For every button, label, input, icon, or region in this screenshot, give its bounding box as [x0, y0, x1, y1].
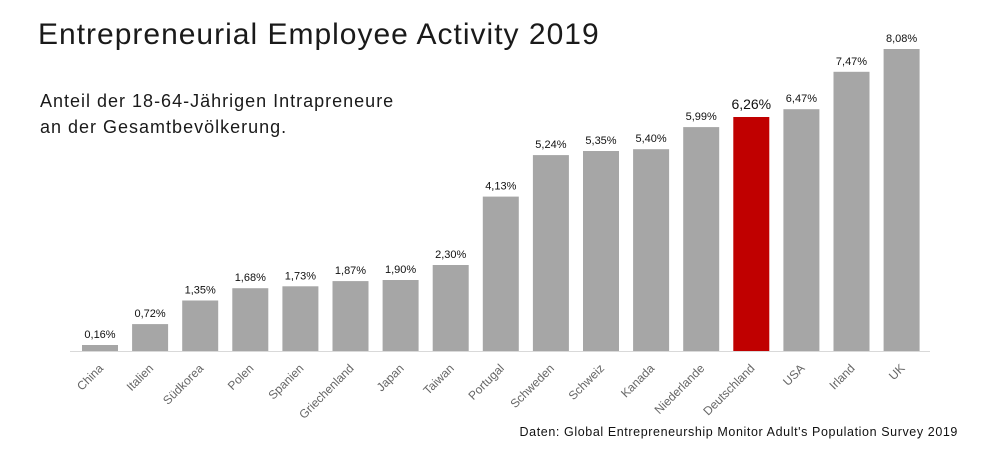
- value-label-irland: 7,47%: [836, 56, 867, 68]
- bar-s-dkorea: [182, 300, 219, 351]
- category-label-usa: USA: [780, 361, 807, 388]
- category-label-italien: Italien: [124, 361, 157, 394]
- bar-deutschland: [733, 117, 770, 351]
- value-label-portugal: 4,13%: [485, 181, 516, 193]
- source-note: Daten: Global Entrepreneurship Monitor A…: [519, 425, 958, 439]
- category-label-portugal: Portugal: [465, 361, 507, 403]
- bar-uk: [883, 49, 920, 351]
- bar-schweiz: [583, 151, 619, 351]
- value-label-polen: 1,68%: [235, 272, 266, 284]
- value-label-s-dkorea: 1,35%: [185, 285, 216, 297]
- value-label-griechenland: 1,87%: [335, 265, 366, 277]
- category-label-irland: Irland: [826, 361, 857, 392]
- bar-china: [82, 345, 118, 351]
- bar-schweden: [532, 155, 569, 351]
- category-label-japan: Japan: [374, 361, 407, 394]
- value-label-schweden: 5,24%: [535, 139, 566, 151]
- category-label-uk: UK: [886, 361, 908, 383]
- category-label-schweiz: Schweiz: [566, 361, 607, 402]
- bar-spanien: [282, 286, 319, 351]
- value-label-uk: 8,08%: [886, 33, 917, 45]
- category-label-china: China: [74, 361, 106, 393]
- category-label-s-dkorea: Südkorea: [160, 361, 206, 407]
- bar-irland: [833, 71, 870, 352]
- bar-niederlande: [683, 127, 720, 351]
- value-label-spanien: 1,73%: [285, 270, 316, 282]
- chart-title: Entrepreneurial Employee Activity 2019: [38, 18, 600, 51]
- bar-griechenland: [332, 281, 369, 351]
- value-label-taiwan: 2,30%: [435, 249, 466, 261]
- category-label-polen: Polen: [225, 361, 257, 393]
- bar-kanada: [633, 149, 670, 351]
- value-label-usa: 6,47%: [786, 93, 817, 105]
- bar-polen: [232, 288, 269, 351]
- bar-italien: [132, 324, 169, 351]
- bar-usa: [783, 109, 820, 351]
- bar-portugal: [482, 196, 519, 351]
- category-label-deutschland: Deutschland: [700, 361, 757, 418]
- value-label-japan: 1,90%: [385, 264, 416, 276]
- category-label-spanien: Spanien: [265, 361, 306, 402]
- value-label-niederlande: 5,99%: [686, 111, 717, 123]
- value-label-italien: 0,72%: [134, 308, 165, 320]
- subtitle-line-2: an der Gesamtbevölkerung.: [40, 117, 288, 137]
- value-label-deutschland: 6,26%: [731, 96, 771, 112]
- category-label-schweden: Schweden: [507, 361, 557, 411]
- chart-subtitle: Anteil der 18-64-Jährigen Intrapreneure …: [40, 88, 394, 140]
- category-label-taiwan: Taiwan: [421, 361, 457, 397]
- category-labels-group: China Italien Südkorea Polen SpanienGriechen…: [74, 361, 908, 422]
- value-labels-group: 0,16% 0,72% 1,35% 1,68% 1,73% 1,87% 1,90% 2,30%…: [84, 33, 917, 341]
- value-label-china: 0,16%: [84, 329, 115, 341]
- value-label-kanada: 5,40%: [635, 133, 666, 145]
- bar-japan: [382, 280, 419, 351]
- category-label-kanada: Kanada: [618, 361, 657, 400]
- bar-taiwan: [432, 265, 469, 351]
- value-label-schweiz: 5,35%: [585, 135, 616, 147]
- bars-group: [82, 49, 920, 352]
- subtitle-line-1: Anteil der 18-64-Jährigen Intrapreneure: [40, 91, 395, 111]
